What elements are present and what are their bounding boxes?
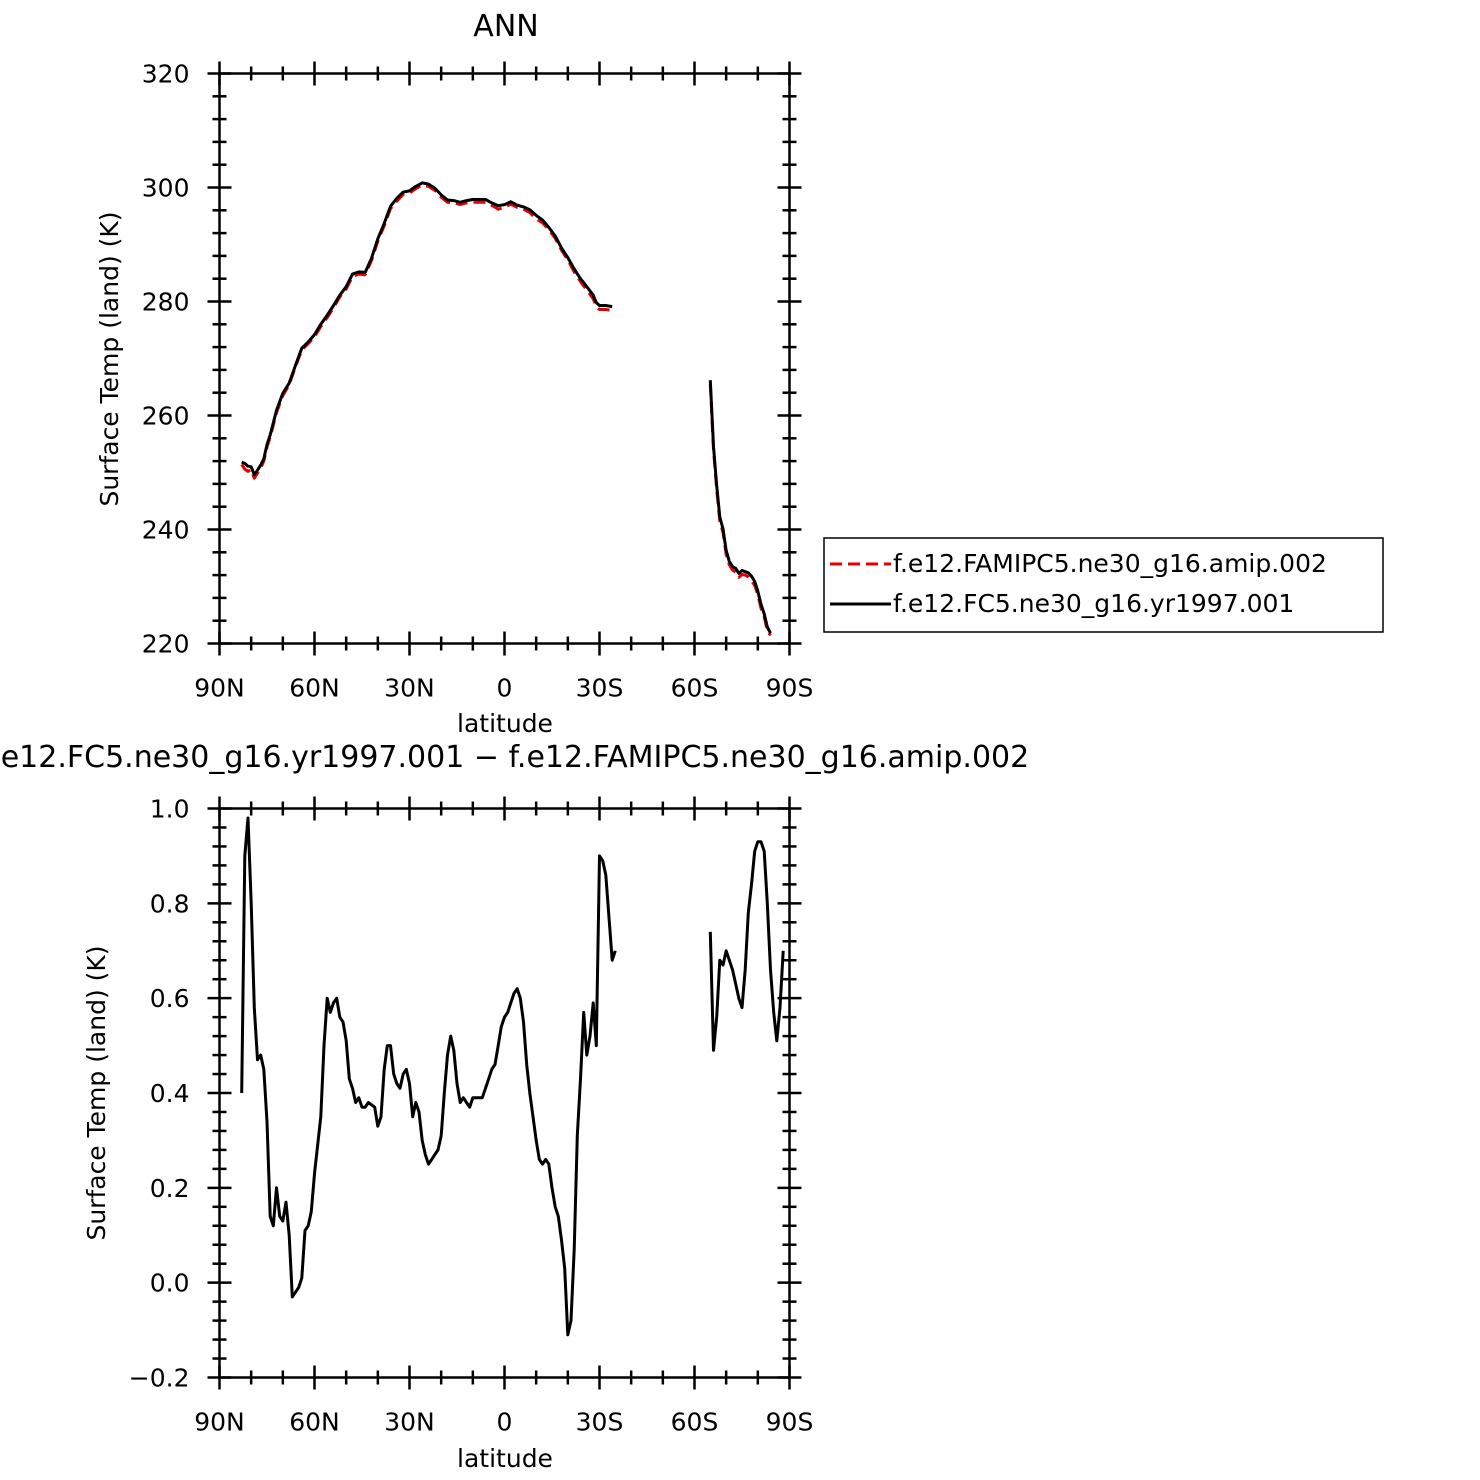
bottom-x-tick-label: 0 [497,1408,513,1437]
top-y-tick-label: 280 [142,288,190,317]
top-x-tick-label: 90N [194,674,245,703]
top-y-tick-label: 220 [142,630,190,659]
bottom-y-tick-label: 0.0 [150,1269,190,1298]
top-y-tick-label: 300 [142,174,190,203]
bottom-x-tick-label: 30S [576,1408,624,1437]
bottom-y-tick-label: 1.0 [150,795,190,824]
top-y-tick-label: 260 [142,402,190,431]
top-x-tick-label: 60N [289,674,340,703]
bottom-x-tick-label: 90S [766,1408,814,1437]
bottom-x-tick-label: 60N [289,1408,340,1437]
bottom-x-axis-title: latitude [457,1444,553,1473]
bottom-plot-title: f.e12.FC5.ne30_g16.yr1997.001 − f.e12.FA… [0,740,1029,775]
bottom-series-line-0 [708,840,785,1052]
bottom-axis-ticks [207,796,802,1390]
top-plot-title: ANN [473,9,538,44]
top-x-tick-label: 30N [384,674,435,703]
bottom-y-tick-label: −0.2 [129,1364,190,1393]
bottom-y-tick-label: 0.6 [150,984,190,1013]
legend-label-amip: f.e12.FAMIPC5.ne30_g16.amip.002 [893,549,1327,578]
top-series-layer [240,181,772,637]
legend-box [823,537,1384,633]
top-series-line-1 [241,181,613,477]
top-y-tick-label: 240 [142,516,190,545]
top-tick-labels: 90N 60N 30N 0 30S 60S 90S 220 240 260 280 300 320 [142,60,814,703]
bottom-x-tick-label: 60S [671,1408,719,1437]
top-x-tick-label: 30S [576,674,624,703]
bottom-tick-labels: 90N 60N 30N 0 30S 60S 90S −0.2 0.0 0.2 0.4 0.6 0.8 1.… [129,795,814,1437]
bottom-series-line-0 [240,816,617,1337]
bottom-panel: f.e12.FC5.ne30_g16.yr1997.001 − f.e12.FA… [0,740,1029,1473]
bottom-y-tick-label: 0.4 [150,1079,190,1108]
bottom-y-tick-label: 0.8 [150,889,190,918]
top-x-axis-title: latitude [457,709,553,738]
bottom-y-axis-title: Surface Temp (land) (K) [82,945,111,1240]
legend-label-yr1997: f.e12.FC5.ne30_g16.yr1997.001 [893,589,1294,618]
bottom-x-tick-label: 90N [194,1408,245,1437]
bottom-x-tick-label: 30N [384,1408,435,1437]
top-y-axis-title: Surface Temp (land) (K) [95,211,124,506]
legend: f.e12.FAMIPC5.ne30_g16.amip.002 f.e12.FC… [823,537,1384,633]
top-series-line-1 [708,380,772,634]
bottom-y-tick-label: 0.2 [150,1174,190,1203]
top-x-tick-label: 90S [766,674,814,703]
top-panel: ANN 90N 60N 30N 0 30S 60S 90S 220 240 260 280 300 32… [95,9,813,738]
top-x-tick-label: 60S [671,674,719,703]
top-axis-ticks [207,61,802,656]
bottom-series-layer [240,816,785,1337]
top-x-tick-label: 0 [497,674,513,703]
top-y-tick-label: 320 [142,60,190,89]
